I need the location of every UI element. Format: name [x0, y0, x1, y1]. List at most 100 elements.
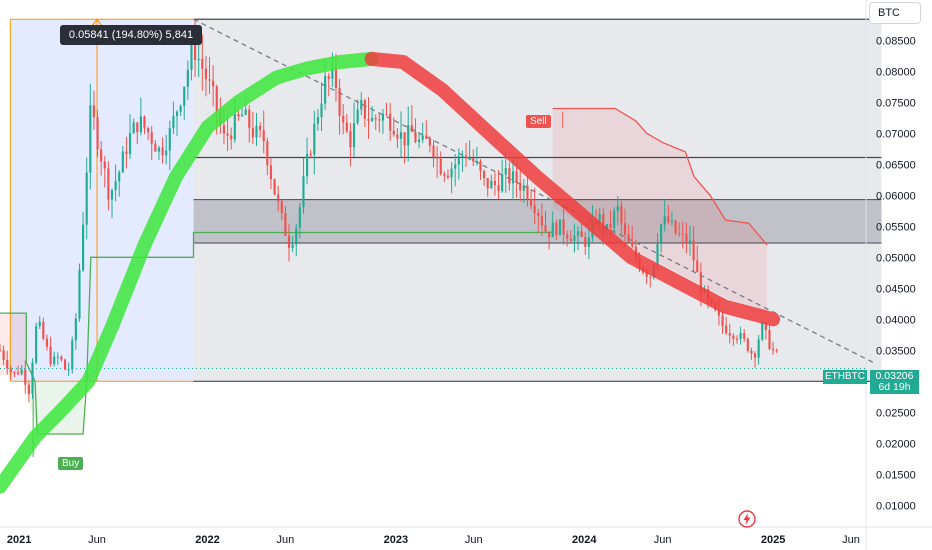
candle-body: [31, 362, 34, 394]
candle-body: [649, 277, 652, 279]
candle: [230, 127, 233, 150]
candle: [345, 114, 348, 134]
candle: [436, 146, 439, 178]
candle-body: [576, 231, 580, 236]
candle: [298, 202, 301, 239]
candle: [627, 224, 630, 243]
candle-body: [165, 150, 168, 156]
candle-body: [493, 180, 497, 186]
x-tick-label: 2021: [7, 534, 31, 546]
candle-body: [555, 222, 558, 236]
candle: [414, 118, 417, 144]
candle-body: [356, 109, 359, 124]
candle-body: [157, 147, 161, 152]
candle-body: [226, 133, 229, 136]
candle: [519, 167, 522, 202]
candle-body: [551, 222, 554, 238]
candle: [696, 245, 699, 273]
candle-body: [432, 145, 435, 158]
flash-icon[interactable]: [737, 509, 757, 529]
candle-body: [38, 321, 41, 327]
candle-body: [490, 180, 493, 189]
candle: [396, 127, 399, 149]
candle-body: [645, 272, 648, 278]
candle: [443, 171, 446, 183]
candle: [381, 108, 385, 134]
candle: [128, 114, 132, 159]
candle-body: [486, 178, 489, 189]
candle: [732, 333, 735, 346]
candle-body: [678, 233, 681, 235]
time-axis: 2021 Jun 2022 Jun 2023 Jun 2024 Jun 2025 Jun: [0, 526, 932, 546]
candle: [753, 351, 757, 368]
candle-body: [544, 225, 547, 232]
candle-body: [320, 103, 323, 118]
candle: [681, 221, 684, 249]
candle-body: [222, 125, 226, 134]
x-tick-label: 2023: [384, 534, 408, 546]
y-tick-label: 0.01000: [876, 500, 916, 512]
candle-body: [197, 58, 200, 61]
x-tick-label: 2022: [195, 534, 219, 546]
candle: [649, 275, 652, 288]
candle-body: [378, 119, 381, 121]
candle-body: [13, 372, 16, 374]
candle: [425, 120, 428, 140]
candle: [226, 114, 229, 152]
currency-label[interactable]: BTC: [869, 2, 921, 24]
candle: [616, 196, 619, 226]
candle-body: [16, 372, 20, 374]
candle: [772, 341, 775, 355]
candle-body: [284, 213, 287, 236]
candle: [42, 317, 45, 341]
descending-trendline: [193, 18, 875, 364]
candle-body: [410, 125, 413, 132]
candle-body: [605, 224, 609, 230]
candle: [284, 206, 287, 237]
y-tick-label: 0.05500: [876, 221, 916, 233]
candle: [660, 223, 663, 253]
candle-body: [764, 322, 767, 330]
candle-body: [522, 185, 525, 191]
candle-body: [743, 333, 746, 339]
candle-body: [566, 234, 569, 239]
candle: [157, 145, 161, 161]
candle-body: [446, 175, 450, 178]
candle: [483, 169, 486, 186]
candle-body: [233, 114, 236, 140]
candle-body: [262, 130, 265, 142]
candle-body: [663, 216, 666, 225]
candle-body: [587, 237, 590, 247]
candle: [316, 109, 319, 131]
candle-body: [461, 155, 464, 157]
candle: [49, 336, 52, 367]
candle: [446, 169, 450, 180]
candle-body: [363, 100, 366, 120]
candle: [309, 149, 312, 158]
candle: [750, 347, 753, 360]
candle-body: [9, 368, 12, 373]
candle-body: [623, 223, 627, 235]
candle-body: [338, 88, 341, 116]
candle: [743, 328, 746, 343]
candle: [20, 364, 23, 376]
sell-signal-label: Sell: [526, 115, 551, 128]
candle-body: [772, 348, 775, 351]
candle-body: [688, 240, 692, 244]
candle: [259, 122, 262, 138]
candle: [515, 163, 518, 198]
candle: [186, 60, 189, 100]
candle-body: [71, 340, 74, 370]
candle: [385, 102, 388, 116]
candle: [674, 219, 677, 236]
candle-body: [193, 44, 197, 61]
candle-body: [674, 220, 677, 234]
candle-body: [269, 165, 273, 180]
candle: [280, 199, 283, 221]
candle: [179, 104, 182, 116]
candle: [356, 99, 359, 125]
candle: [168, 120, 171, 171]
candle-body: [277, 194, 280, 202]
candle-body: [110, 190, 114, 200]
